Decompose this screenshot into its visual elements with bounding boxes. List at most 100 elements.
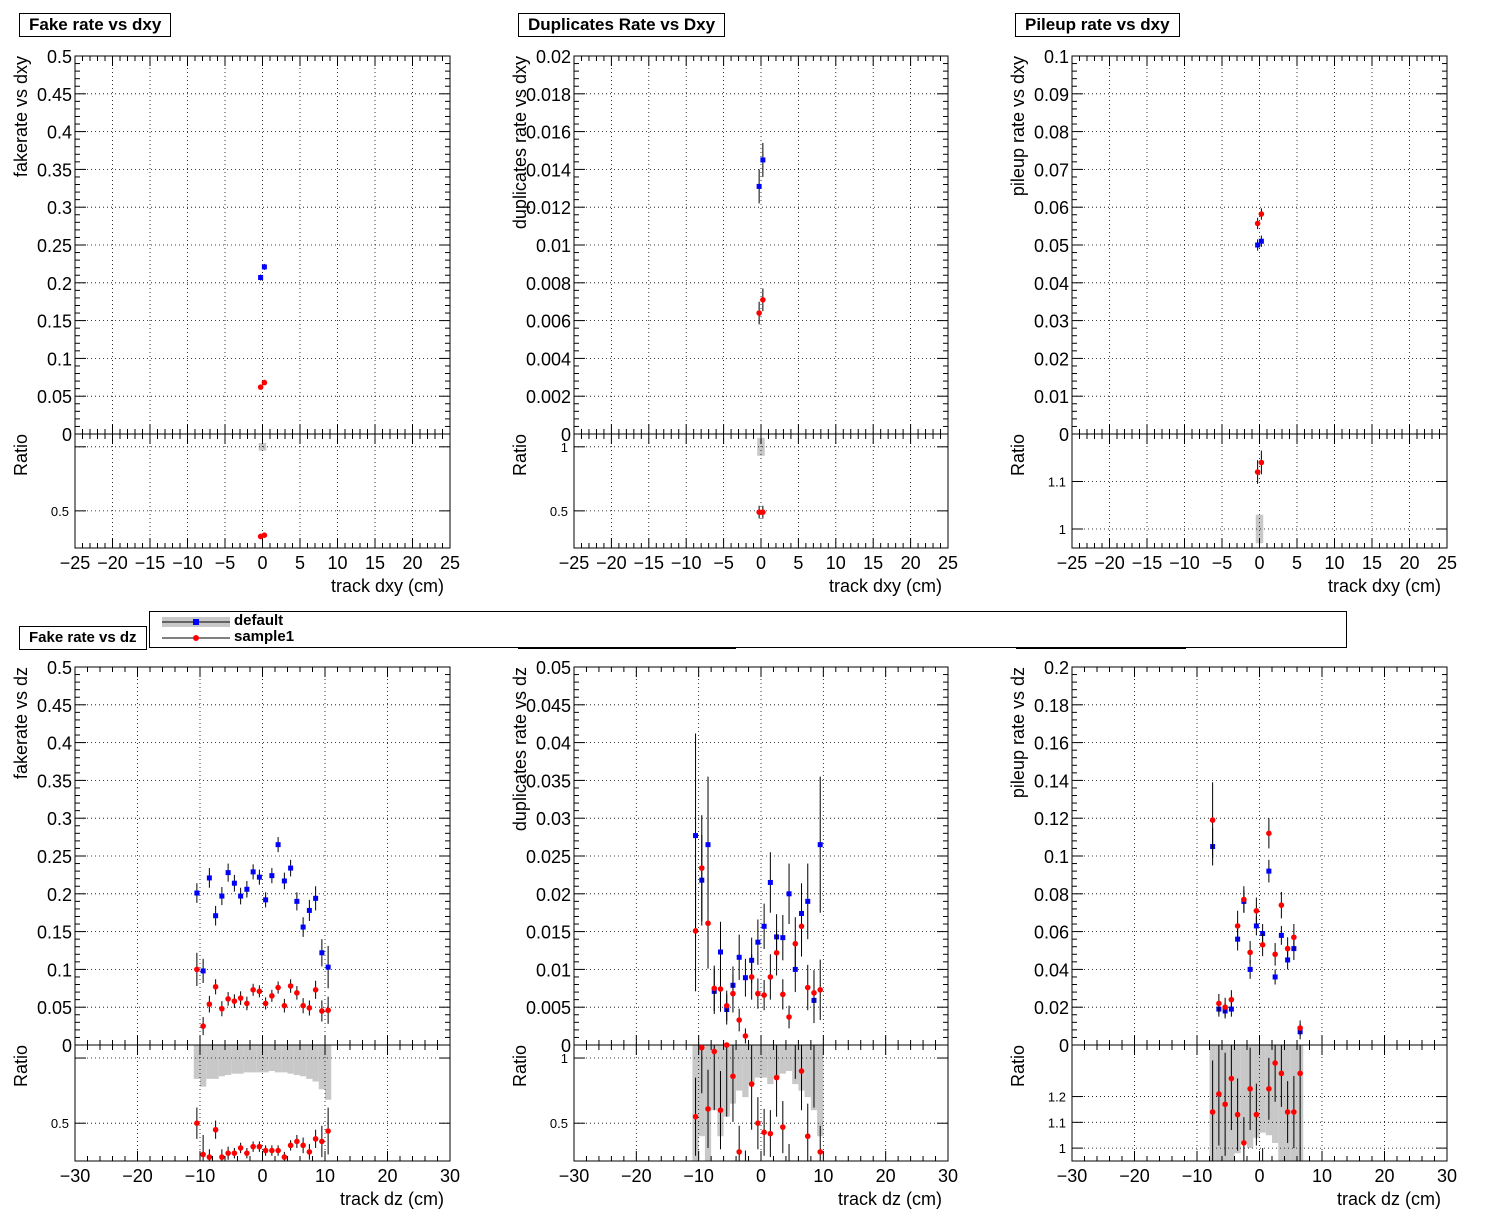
ratio-point-sample1: [817, 1149, 824, 1155]
ratio-point-sample1: [200, 1151, 206, 1158]
y-tick-label: 0.035: [526, 771, 571, 791]
point-default: [805, 898, 811, 904]
ratio-y-tick-label: 0.5: [51, 1116, 69, 1131]
point-default: [786, 891, 792, 897]
y-tick-label: 0.14: [1034, 771, 1069, 791]
legend-label-sample1: sample1: [234, 628, 295, 645]
ratio-point-sample1: [773, 1074, 780, 1081]
point-sample1: [736, 1017, 742, 1023]
y-tick-label: 0.005: [526, 998, 571, 1018]
ratio-point-sample1: [760, 509, 766, 515]
x-tick-label: 30: [1437, 1166, 1457, 1186]
ratio-point-sample1: [225, 1150, 231, 1156]
y-axis-label: fakerate vs dz: [11, 667, 31, 779]
x-tick-label: 25: [1437, 553, 1457, 573]
ratio-frame: [1071, 1044, 1448, 1162]
point-sample1: [1258, 211, 1265, 217]
ratio-band-bin: [306, 1045, 313, 1079]
ratio-band-bin: [200, 1045, 207, 1087]
ratio-point-sample1: [325, 1128, 331, 1134]
ratio-point-sample1: [780, 1124, 786, 1130]
ratio-band-bin: [206, 1045, 213, 1079]
x-tick-label: −5: [1212, 553, 1233, 573]
y-tick-label: 0.004: [526, 349, 571, 369]
y-tick-label: 0.1: [1044, 847, 1069, 867]
panel-p0: 0 0.05 0.1 0.15 0.2 0.25 0.3 0.35 0.4 0.45 0.5 0.5 −…: [11, 47, 460, 596]
ratio-band-bin: [1240, 1045, 1247, 1143]
point-sample1: [325, 1007, 331, 1014]
ratio-point-sample1: [306, 1149, 313, 1155]
panel-title-pileup-rate-dxy: Pileup rate vs dxy: [1015, 13, 1180, 37]
y-tick-label: 0.018: [526, 85, 571, 105]
y-tick-label: 0.015: [526, 923, 571, 943]
x-tick-label: −10: [1169, 553, 1200, 573]
ratio-band-bin: [736, 1045, 743, 1091]
y-tick-label: 0.045: [526, 696, 571, 716]
y-tick-label: 0.05: [1034, 236, 1069, 256]
x-tick-label: −25: [1057, 553, 1088, 573]
ratio-y-axis-label: Ratio: [11, 1045, 31, 1087]
point-sample1: [760, 297, 766, 303]
point-default: [817, 842, 823, 848]
legend-swatch-default: [162, 617, 230, 627]
point-default: [231, 880, 237, 886]
y-tick-label: 0.5: [47, 47, 72, 67]
ratio-point-sample1: [300, 1142, 306, 1149]
y-tick-label: 0.5: [47, 658, 72, 678]
point-default: [1247, 966, 1253, 972]
point-sample1: [194, 966, 200, 973]
point-default: [1266, 868, 1272, 874]
x-tick-label: −30: [60, 1166, 91, 1186]
ratio-point-sample1: [767, 1130, 774, 1137]
ratio-frame: [74, 433, 451, 549]
point-default: [225, 870, 231, 876]
ratio-y-axis-label: Ratio: [1008, 434, 1028, 476]
legend-entry-default: default: [150, 612, 550, 630]
x-tick-label: 20: [1399, 553, 1419, 573]
point-sample1: [212, 983, 219, 990]
ratio-band-bin: [237, 1045, 244, 1074]
ratio-point-sample1: [711, 1048, 718, 1055]
point-default: [244, 886, 250, 892]
y-tick-label: 0.01: [536, 960, 571, 980]
ratio-band-bin: [785, 1045, 793, 1072]
point-sample1: [256, 988, 263, 995]
panel-p5: 0 0.02 0.04 0.06 0.08 0.1 0.12 0.14 0.16 0.18 0.2 1…: [1008, 658, 1457, 1209]
ratio-band-bin: [817, 1045, 824, 1137]
ratio-point-sample1: [256, 1143, 263, 1150]
ratio-band-bin: [325, 1045, 332, 1100]
point-sample1: [792, 940, 799, 947]
main-plot-area: [574, 56, 948, 434]
x-axis-label: track dz (cm): [340, 1189, 444, 1209]
point-sample1: [1241, 896, 1247, 903]
point-default: [1258, 238, 1264, 244]
y-tick-label: 0.15: [37, 312, 72, 332]
point-default: [1278, 932, 1284, 938]
ratio-point-sample1: [244, 1150, 250, 1156]
x-tick-label: −10: [671, 553, 702, 573]
panel-p3: 0 0.05 0.1 0.15 0.2 0.25 0.3 0.35 0.4 0.45 0.5 0.5 −…: [11, 658, 460, 1209]
point-default: [256, 874, 262, 880]
x-tick-label: 0: [1254, 553, 1264, 573]
y-axis-label: pileup rate vs dxy: [1008, 56, 1028, 196]
ratio-point-sample1: [1241, 1140, 1247, 1146]
point-sample1: [767, 974, 774, 980]
ratio-band-bin: [231, 1045, 238, 1074]
ratio-y-axis-label: Ratio: [510, 434, 530, 476]
legend-swatch-sample1: [162, 635, 230, 641]
ratio-y-tick-label: 1: [1059, 1141, 1066, 1156]
y-axis-label: pileup rate vs dz: [1008, 667, 1028, 798]
point-sample1: [755, 990, 761, 997]
point-sample1: [804, 984, 811, 991]
y-tick-label: 0.1: [47, 960, 72, 980]
ratio-point-sample1: [755, 1120, 761, 1127]
point-sample1: [225, 996, 231, 1002]
point-sample1: [1253, 908, 1260, 914]
ratio-y-tick-label: 1.2: [1048, 1090, 1066, 1105]
point-sample1: [705, 920, 711, 927]
y-tick-label: 0.03: [1034, 312, 1069, 332]
point-default: [294, 898, 300, 904]
y-tick-label: 0.2: [47, 274, 72, 294]
point-default: [1272, 974, 1278, 980]
x-tick-label: 15: [863, 553, 883, 573]
